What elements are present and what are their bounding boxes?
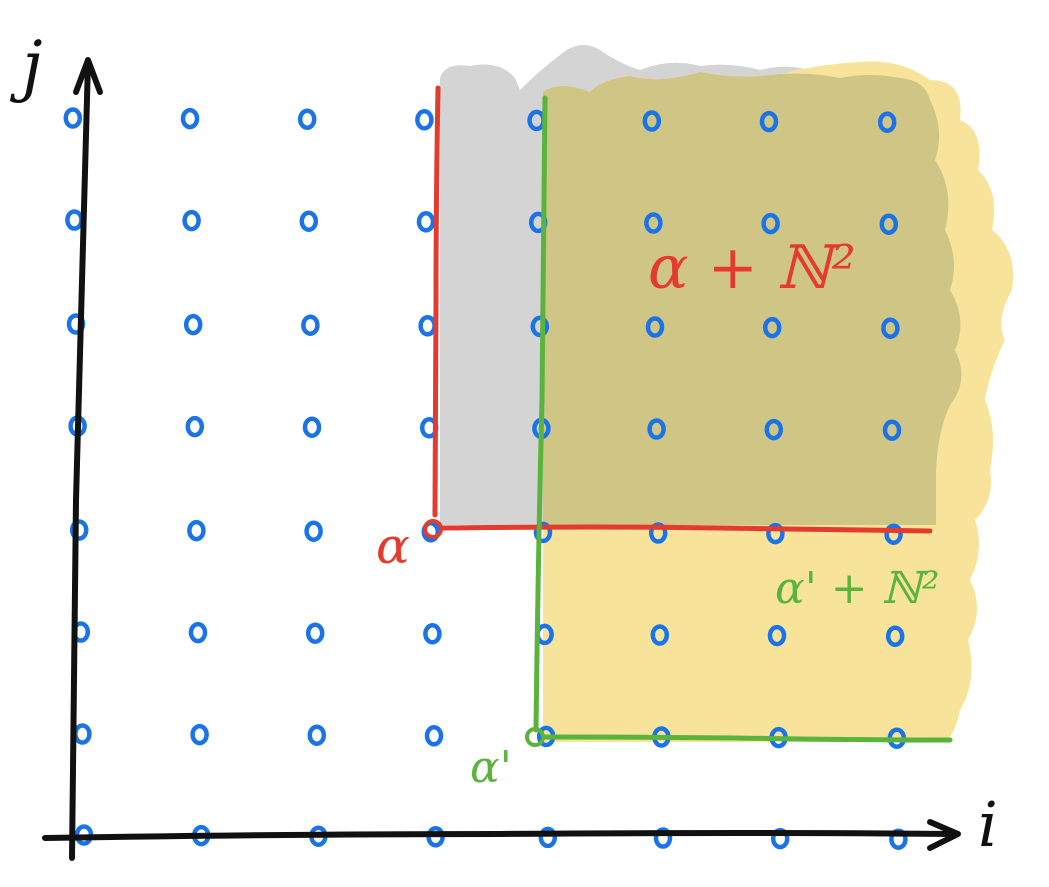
- lattice-dot: [183, 313, 203, 336]
- lattice-dot: [642, 110, 662, 132]
- lattice-dot: [185, 415, 205, 438]
- alpha-point: [423, 519, 443, 539]
- lattice-dot: [538, 826, 558, 849]
- lattice-dot: [647, 418, 666, 440]
- lattice-dot: [648, 522, 668, 544]
- lattice-dot: [188, 621, 208, 644]
- alpha-boundary: [423, 85, 933, 539]
- lattice-dot: [645, 316, 665, 338]
- lattice-dot: [190, 723, 209, 746]
- lattice-dot: [879, 213, 899, 235]
- lattice-dot: [301, 314, 320, 336]
- alpha-prime-horizontal-edge: [542, 734, 953, 743]
- lattice-dot: [305, 622, 325, 644]
- lattice-dot: [762, 316, 782, 339]
- lattice-dot: [182, 209, 201, 232]
- axes: [42, 57, 961, 861]
- alpha-prime-set-label: α' + ℕ²: [775, 563, 940, 614]
- lattice-dot: [180, 107, 200, 130]
- lattice-dot: [73, 723, 92, 745]
- lattice-dot: [416, 211, 436, 233]
- lattice-dot: [302, 416, 322, 438]
- lattice-dot: [884, 523, 903, 545]
- lattice-dot: [297, 108, 317, 130]
- y-axis-label: j: [9, 27, 42, 104]
- alpha-prime-label: α': [470, 742, 512, 793]
- lattice-dot: [761, 212, 780, 235]
- alpha-prime-boundary: [525, 95, 953, 747]
- lattice-dot: [418, 315, 437, 337]
- lattice-dot: [304, 520, 323, 542]
- lattice-dot: [759, 110, 779, 133]
- lattice-dot: [423, 623, 442, 645]
- alpha-prime-vertical-edge: [533, 95, 548, 733]
- lattice-dot: [877, 111, 897, 133]
- x-axis: [42, 830, 958, 841]
- lattice-dot: [424, 725, 444, 747]
- lattice-dot: [65, 209, 84, 231]
- lattice-dot: [885, 625, 905, 647]
- lattice-dot: [764, 418, 784, 441]
- alpha-prime-point: [525, 727, 545, 747]
- lattice-dot: [882, 419, 902, 441]
- lattice-dot: [415, 109, 434, 131]
- lattice-dot: [881, 317, 900, 339]
- lattice-dot: [299, 210, 319, 232]
- lattice-dot: [63, 107, 83, 129]
- y-axis-arrowhead: [73, 57, 103, 95]
- lattice-dot: [187, 519, 206, 542]
- shaded-regions: [440, 45, 1014, 742]
- alpha-vertical-edge: [432, 85, 441, 518]
- alpha-set-label: α + ℕ²: [648, 233, 856, 303]
- lattice-dot: [69, 519, 89, 541]
- lattice-dot: [530, 315, 550, 338]
- x-axis-label: i: [978, 788, 998, 861]
- lattice-dot: [307, 724, 327, 746]
- lattice-dot: [653, 827, 673, 849]
- lattice-dot: [650, 624, 670, 646]
- lattice-dot: [644, 212, 663, 234]
- y-axis: [69, 59, 91, 861]
- lattice-dot: [767, 624, 787, 647]
- lattice-dot: [533, 521, 553, 544]
- lattice-dot: [766, 522, 785, 545]
- overlap-fill: [543, 72, 962, 525]
- alpha-label: α: [376, 517, 410, 575]
- x-axis-arrowhead: [927, 819, 961, 851]
- alpha-horizontal-edge: [439, 524, 933, 534]
